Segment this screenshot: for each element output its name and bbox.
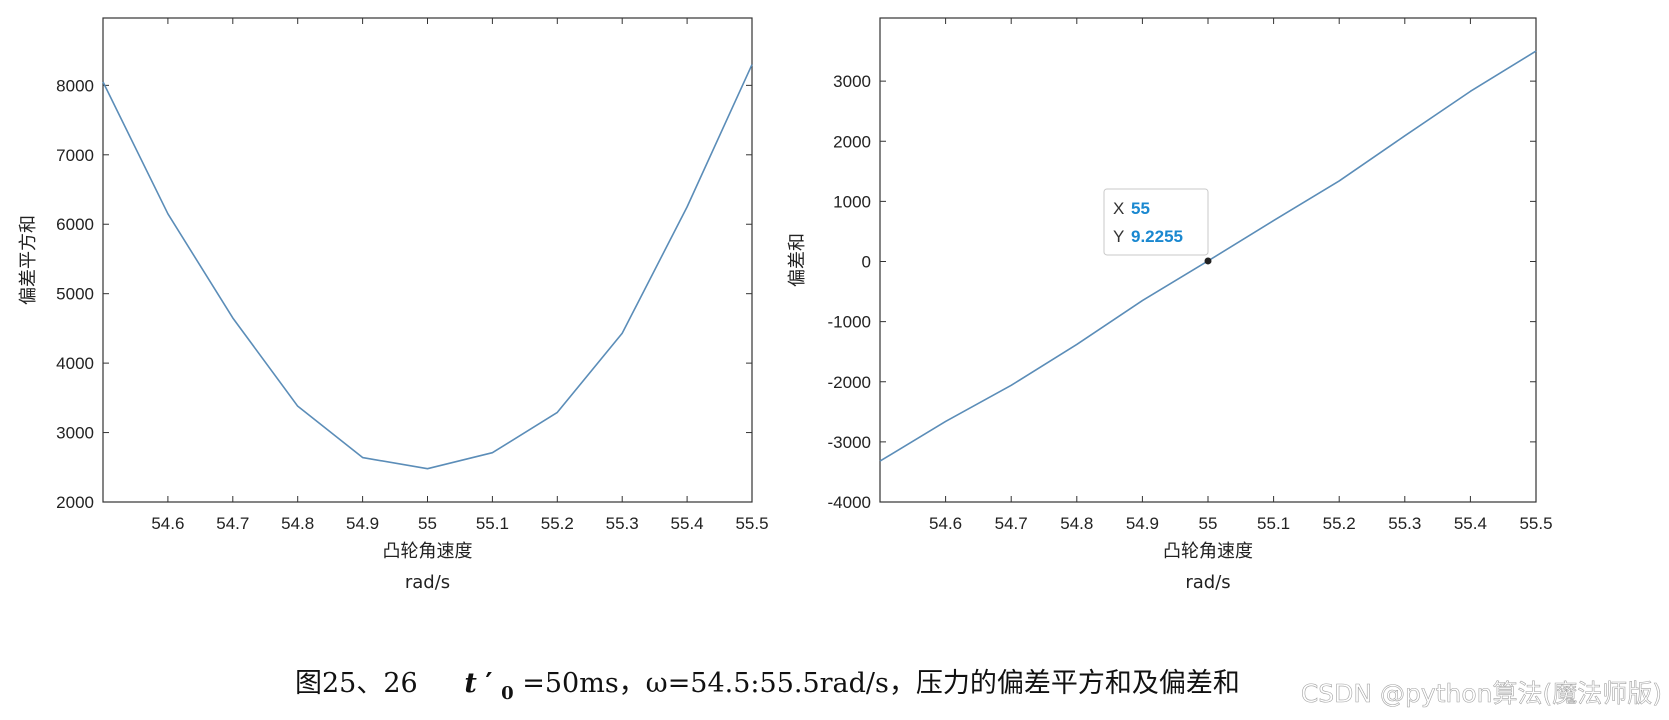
chart-left-sum-of-squares: 54.6 54.7 54.8 54.9 55 55.1 55.2 55.3 55.4 55.5 20… <box>18 17 769 593</box>
caption-prefix: 图25、26 <box>295 668 418 699</box>
x-tick-label: 54.7 <box>216 514 249 533</box>
y-tick-label: 3000 <box>56 424 94 443</box>
y-tick-label: 6000 <box>56 215 94 234</box>
caption-rest: =50ms，ω=54.5:55.5rad/s，压力的偏差平方和及偏差和 <box>522 668 1240 699</box>
x-axis-unit: rad/s <box>405 572 450 593</box>
caption-t-subscript: 0 <box>501 683 514 704</box>
y-tick-label: 5000 <box>56 285 94 304</box>
y-tick-label: 8000 <box>56 76 94 95</box>
x-tick-label: 55.3 <box>606 514 639 533</box>
plot-area-frame <box>102 17 753 503</box>
datatip-marker <box>1204 257 1212 265</box>
x-tick-label: 55.2 <box>541 514 574 533</box>
x-tick-label: 54.9 <box>346 514 379 533</box>
x-tick-label: 54.6 <box>929 514 962 533</box>
x-tick-label: 55.5 <box>1519 514 1552 533</box>
x-tick-label: 54.6 <box>151 514 184 533</box>
y-tick-label: -4000 <box>828 493 871 512</box>
x-tick-label: 55 <box>1199 514 1218 533</box>
datatip-y-value: 9.2255 <box>1131 227 1183 246</box>
y-tick-label: 4000 <box>56 354 94 373</box>
y-tick-label: 2000 <box>56 493 94 512</box>
figure-caption: 图25、26 t ′ 0 =50ms，ω=54.5:55.5rad/s，压力的偏… <box>295 668 1240 706</box>
datatip: X 55 Y 9.2255 <box>1103 188 1212 265</box>
datatip-x-label: X <box>1113 199 1124 218</box>
y-tick-label: -1000 <box>828 313 871 332</box>
x-tick-label: 55.2 <box>1323 514 1356 533</box>
x-tick-label: 55.1 <box>476 514 509 533</box>
x-tick-label: 55.4 <box>671 514 704 533</box>
y-axis-label: 偏差平方和 <box>18 215 39 305</box>
series-line <box>102 64 753 470</box>
y-tick-label: 7000 <box>56 146 94 165</box>
datatip-box <box>1103 188 1209 256</box>
datatip-y-label: Y <box>1113 227 1124 246</box>
x-tick-label: 54.9 <box>1126 514 1159 533</box>
y-tick-label: -2000 <box>828 373 871 392</box>
x-tick-label: 55 <box>418 514 437 533</box>
series-line <box>879 50 1537 462</box>
y-tick-label: 0 <box>862 253 871 272</box>
caption-t-prime: ′ <box>485 668 492 699</box>
x-tick-label: 54.7 <box>995 514 1028 533</box>
y-tick-label: 2000 <box>833 132 871 151</box>
datatip-x-value: 55 <box>1131 199 1150 218</box>
x-tick-label: 55.1 <box>1257 514 1290 533</box>
y-tick-label: 1000 <box>833 192 871 211</box>
y-axis-label: 偏差和 <box>787 233 808 287</box>
y-tick-label: 3000 <box>833 72 871 91</box>
y-tick-label: -3000 <box>828 433 871 452</box>
chart-right-sum-of-deviations: 54.6 54.7 54.8 54.9 55 55.1 55.2 55.3 55.4 55.5 -4… <box>787 17 1553 593</box>
caption-t-symbol: t <box>464 668 477 699</box>
x-tick-label: 55.5 <box>735 514 768 533</box>
x-axis-unit: rad/s <box>1185 572 1230 593</box>
x-tick-label: 54.8 <box>1060 514 1093 533</box>
x-tick-label: 55.3 <box>1388 514 1421 533</box>
x-tick-label: 54.8 <box>281 514 314 533</box>
x-tick-label: 55.4 <box>1454 514 1487 533</box>
x-axis-label: 凸轮角速度 <box>383 541 473 562</box>
watermark: CSDN @python算法(魔法师版) <box>1301 679 1662 708</box>
x-axis-label: 凸轮角速度 <box>1163 541 1253 562</box>
